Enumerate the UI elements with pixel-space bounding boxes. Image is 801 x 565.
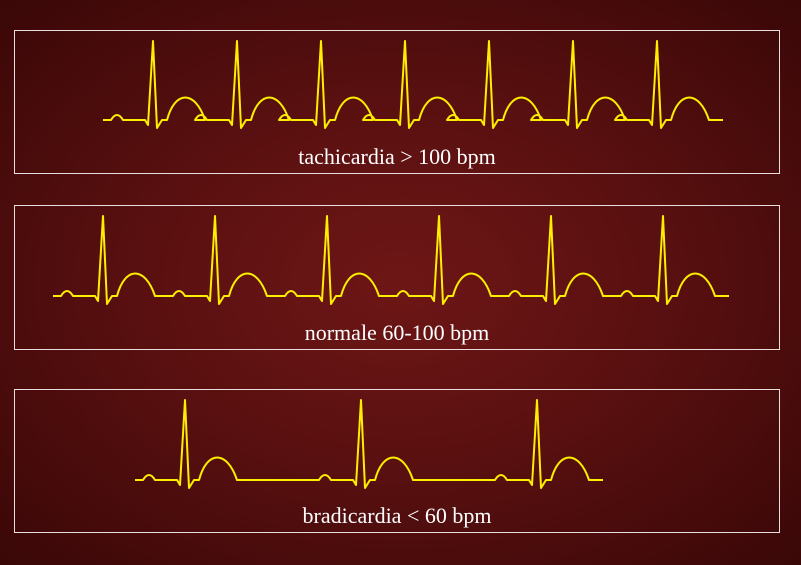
panel-label-tachycardia: tachicardia > 100 bpm bbox=[298, 144, 496, 169]
ecg-trace-normal bbox=[53, 215, 729, 305]
ecg-trace-tachycardia bbox=[103, 40, 723, 129]
ecg-waveform bbox=[53, 215, 729, 305]
ecg-panel-bradycardia: bradicardia < 60 bpm bbox=[14, 389, 780, 533]
ecg-trace-bradycardia bbox=[135, 399, 603, 489]
panel-label-normal: normale 60-100 bpm bbox=[304, 320, 490, 345]
ecg-panel-normal: normale 60-100 bpm bbox=[14, 205, 780, 350]
ecg-panel-tachycardia: tachicardia > 100 bpm bbox=[14, 30, 780, 174]
panel-label-bradycardia: bradicardia < 60 bpm bbox=[302, 503, 492, 528]
ecg-waveform bbox=[135, 399, 603, 489]
ecg-waveform bbox=[103, 40, 723, 129]
